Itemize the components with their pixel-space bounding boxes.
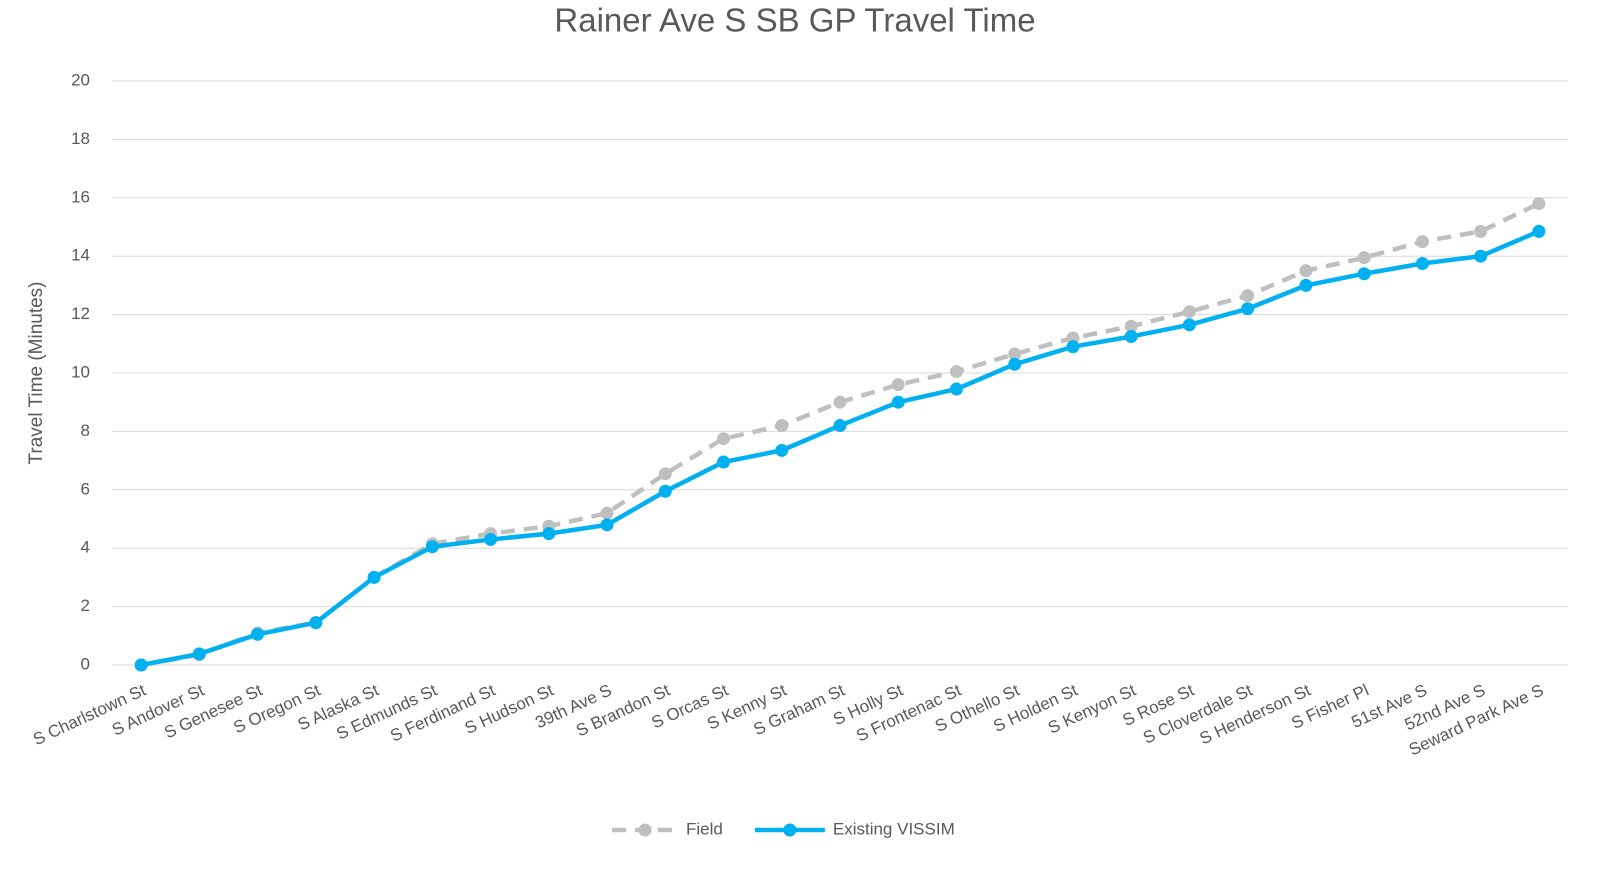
data-point [949, 365, 963, 379]
data-point [833, 419, 847, 433]
data-point [600, 506, 614, 520]
chart-title: Rainer Ave S SB GP Travel Time [554, 2, 1035, 39]
y-tick-label: 6 [81, 479, 90, 498]
data-point [600, 518, 614, 532]
data-point [949, 382, 963, 396]
data-point [658, 484, 672, 498]
legend-marker [783, 823, 797, 837]
data-point [717, 455, 731, 469]
data-point [1241, 289, 1255, 303]
legend-label: Existing VISSIM [833, 819, 955, 838]
data-point [775, 419, 789, 433]
data-point [192, 647, 206, 661]
data-point [833, 395, 847, 409]
y-tick-label: 2 [81, 596, 90, 615]
data-point [1415, 257, 1429, 270]
data-point [1241, 302, 1255, 316]
y-tick-label: 0 [81, 654, 90, 673]
data-point [1415, 235, 1429, 249]
legend-label: Field [686, 819, 723, 838]
data-point [1357, 251, 1371, 265]
y-tick-label: 8 [81, 421, 90, 440]
y-tick-label: 4 [81, 538, 90, 557]
legend-marker [638, 823, 652, 837]
y-tick-label: 10 [71, 362, 90, 381]
data-point [542, 527, 556, 541]
y-tick-label: 18 [71, 129, 90, 148]
data-point [484, 532, 498, 546]
y-axis-label: Travel Time (Minutes) [26, 282, 47, 465]
data-point [425, 540, 439, 554]
data-point [891, 395, 905, 409]
data-point [775, 443, 789, 457]
data-point [1474, 249, 1488, 263]
data-point [1066, 340, 1080, 354]
series-line [140, 229, 1540, 668]
data-point [1532, 197, 1546, 211]
data-point [1474, 224, 1488, 238]
data-point [717, 432, 731, 446]
data-point [1124, 330, 1138, 343]
data-point [1299, 264, 1313, 278]
data-point [1008, 347, 1022, 361]
data-point [251, 627, 265, 641]
data-point [1357, 267, 1371, 281]
data-point [1008, 357, 1022, 371]
data-point [1124, 319, 1138, 333]
data-point [658, 467, 672, 481]
y-tick-label: 16 [71, 187, 90, 206]
y-tick-label: 14 [71, 246, 90, 265]
data-point [1182, 318, 1196, 332]
y-tick-label: 20 [71, 70, 90, 89]
data-point [1299, 278, 1313, 292]
data-point [1182, 305, 1196, 319]
data-point [134, 658, 148, 672]
data-point [309, 616, 323, 630]
y-tick-label: 12 [71, 304, 90, 323]
data-point [891, 378, 905, 392]
data-point [367, 570, 381, 584]
data-point [1532, 224, 1546, 238]
